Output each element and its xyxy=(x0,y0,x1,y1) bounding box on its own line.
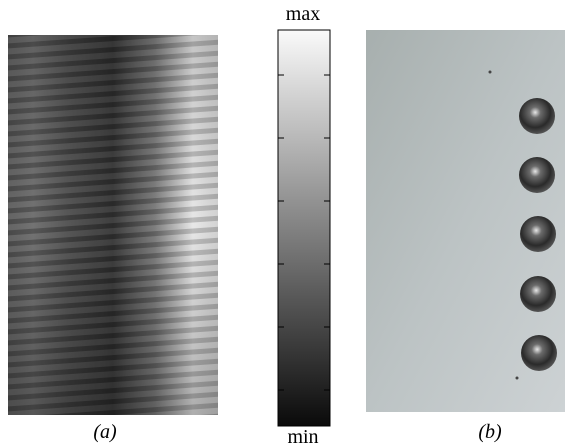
panel-label: (b) xyxy=(478,421,502,443)
colorbar-min-label: min xyxy=(287,426,318,444)
panel-a-image xyxy=(8,35,218,415)
colorbar xyxy=(277,29,331,427)
colorbar-max-label: max xyxy=(286,3,320,25)
panel-label: (a) xyxy=(93,421,117,443)
panel-b-photo xyxy=(366,30,565,412)
